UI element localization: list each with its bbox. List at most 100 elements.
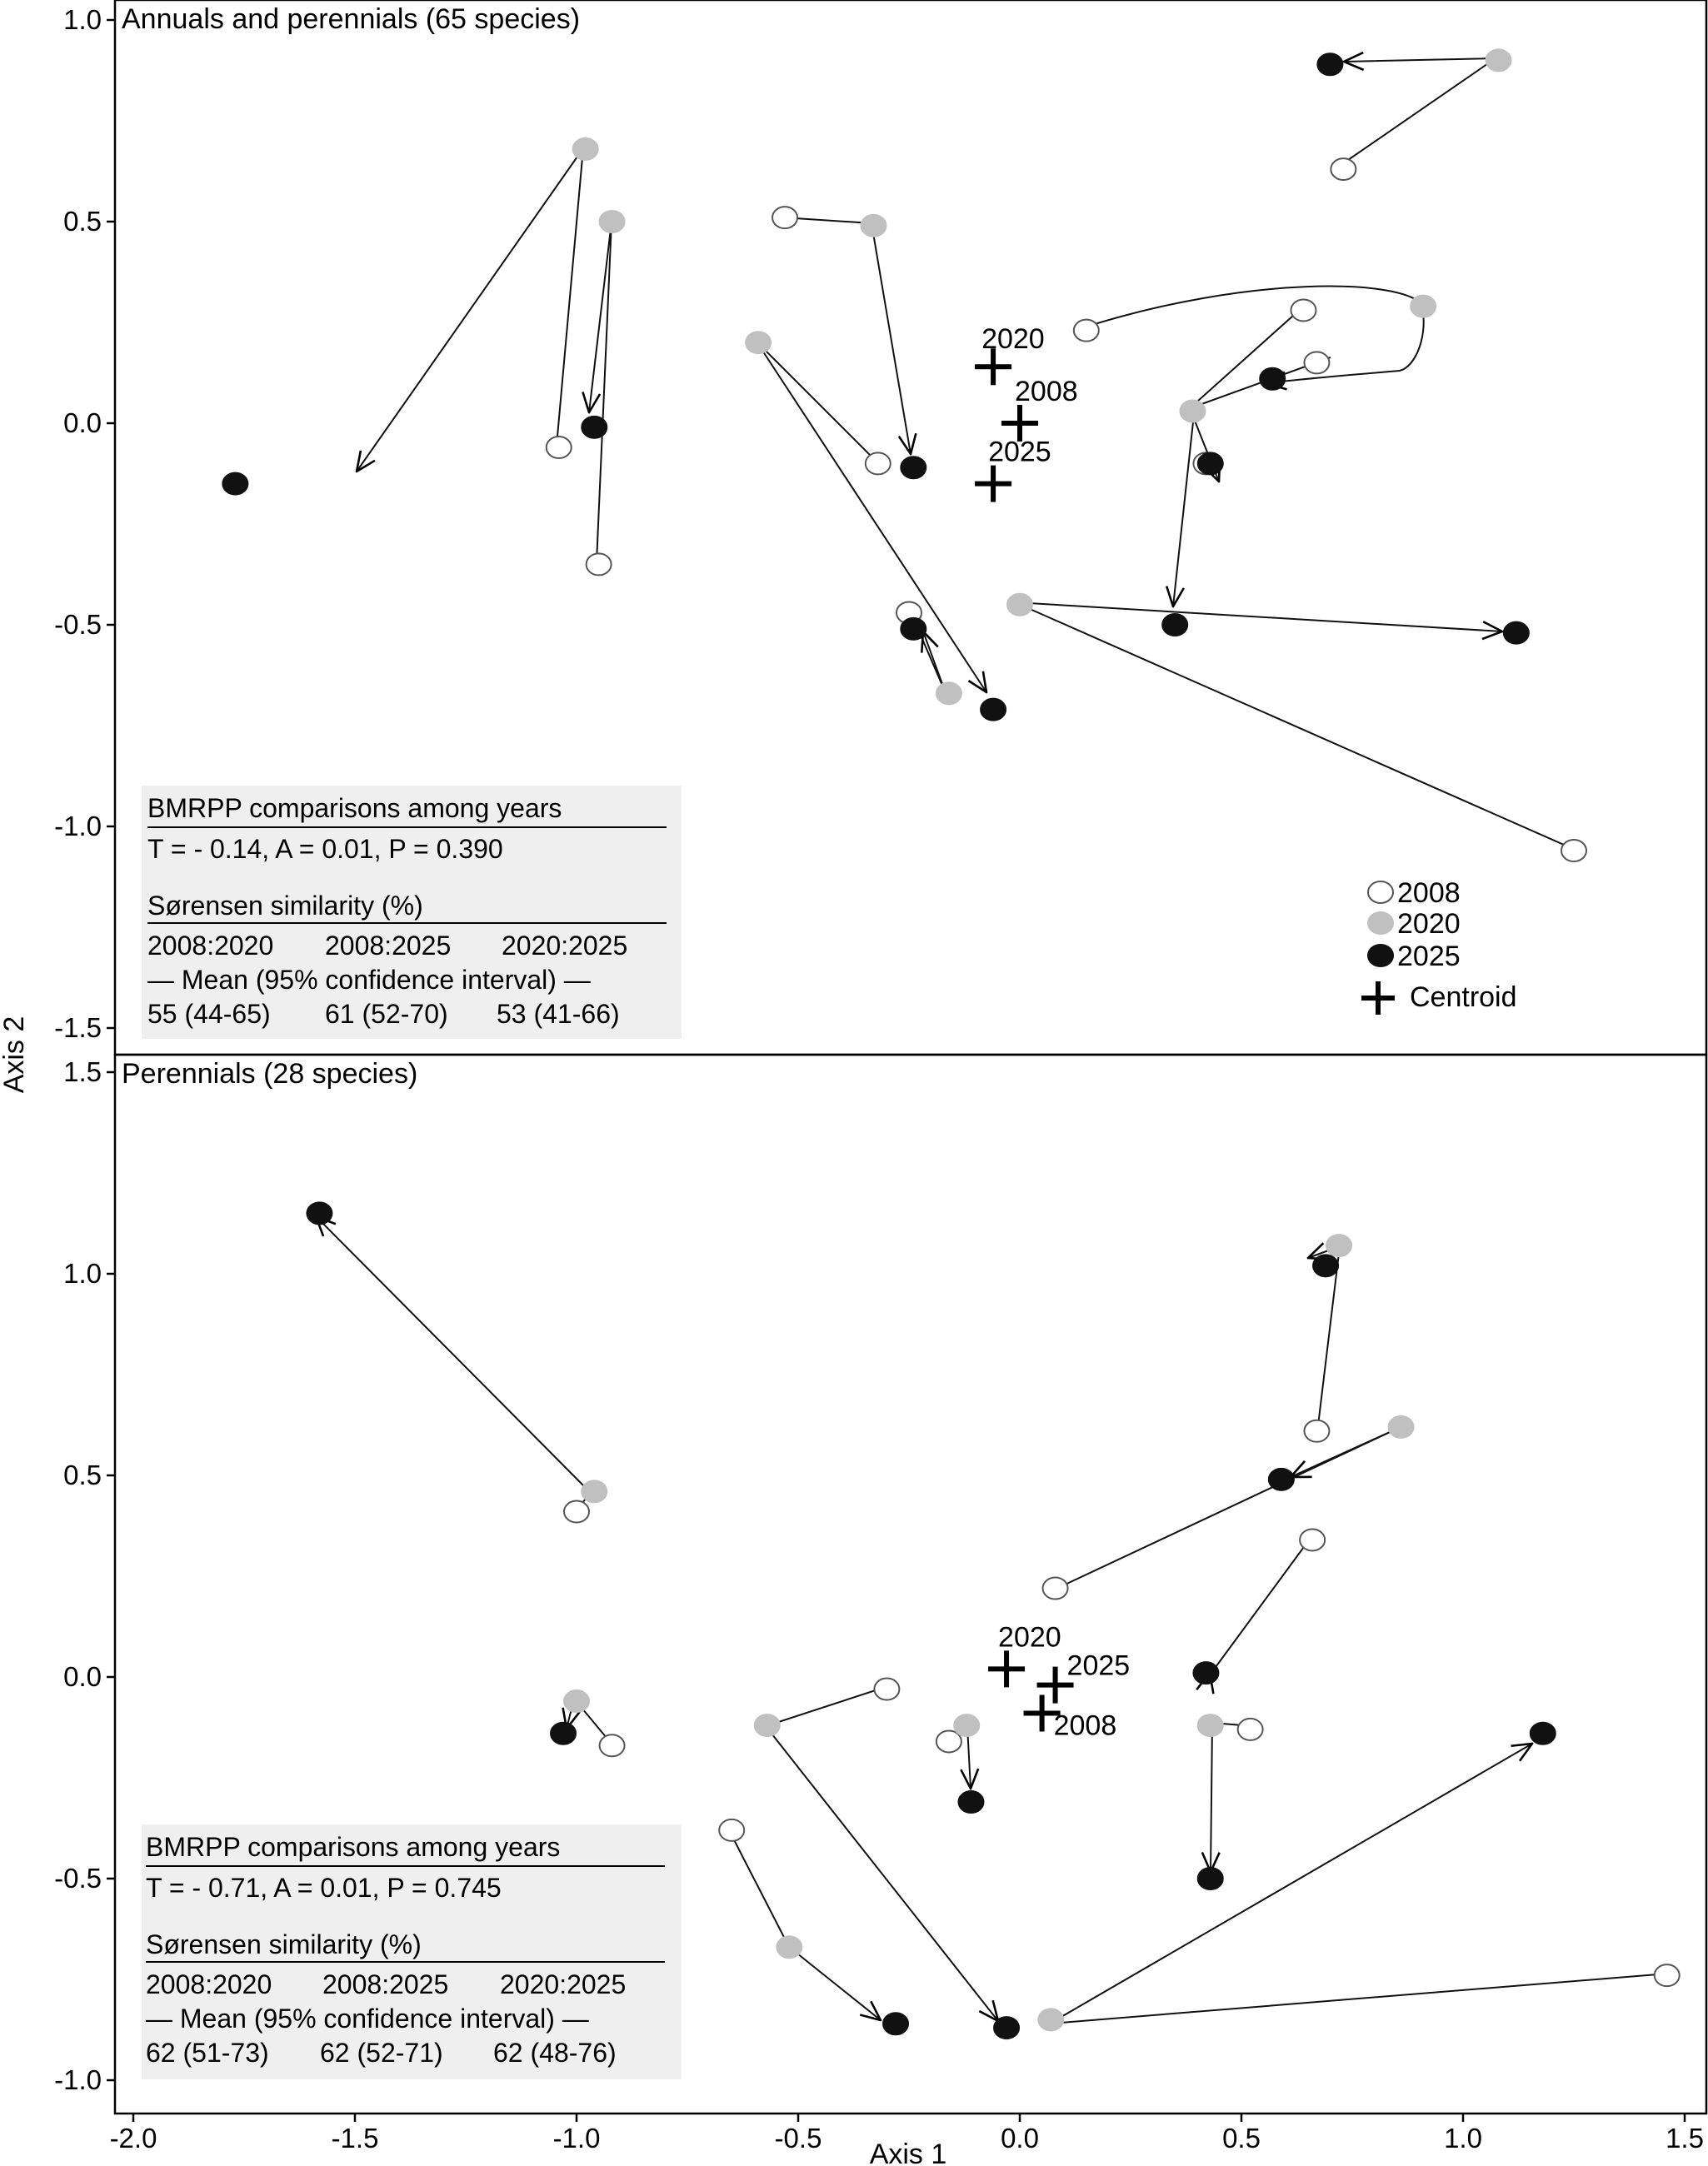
- stats-result: T = - 0.71, A = 0.01, P = 0.745: [146, 1873, 502, 1903]
- centroid-2008: [1001, 405, 1038, 442]
- point-2025: [1502, 621, 1530, 645]
- point-2008: [935, 1729, 962, 1754]
- centroid-label-2020: 2020: [981, 323, 1045, 355]
- trajectory: [316, 1216, 592, 1510]
- point-2008: [873, 1677, 901, 1701]
- point-2025: [957, 1790, 985, 1814]
- y-tick-label: 1.0: [63, 4, 102, 35]
- panel-perennials: Perennials (28 species) 1.5 1.0 0.5 0.0 -0.5…: [54, 1053, 1708, 2154]
- point-2025: [1259, 367, 1286, 391]
- point-2020: [563, 1689, 590, 1714]
- centroid-2008: [1023, 1694, 1061, 1732]
- mean-ci-label: — Mean (95% confidence interval) —: [147, 965, 591, 995]
- point-2025: [1192, 1661, 1220, 1685]
- x-tick-label: -1.5: [332, 2123, 379, 2154]
- legend-label-2025: 2025: [1397, 941, 1461, 972]
- y-tick-label: 1.0: [63, 1258, 102, 1289]
- y-tick-label: -0.5: [54, 609, 102, 640]
- point-2020: [1179, 399, 1206, 423]
- legend-marker-2008: [1367, 881, 1394, 904]
- trajectory: [357, 145, 585, 472]
- centroid-label-2020: 2020: [998, 1621, 1061, 1653]
- y-tick-label: 1.5: [63, 1056, 102, 1087]
- point-2020: [953, 1714, 981, 1738]
- panel-annuals-perennials: Annuals and perennials (65 species) 1.0 0…: [54, 0, 1708, 1056]
- centroid-label-2025: 2025: [988, 437, 1051, 468]
- legend-marker-2025: [1367, 944, 1394, 967]
- y-tick-label: -1.0: [54, 2064, 102, 2095]
- value-2020-2025: 53 (41-66): [497, 999, 620, 1029]
- point-2025: [1161, 613, 1189, 636]
- point-2025: [1316, 52, 1344, 77]
- column-2020-2025: 2020:2025: [502, 931, 627, 961]
- centroid-2020: [988, 1650, 1026, 1688]
- trajectory: [1209, 1537, 1311, 1676]
- point-2020: [1410, 294, 1437, 318]
- mean-ci-label: — Mean (95% confidence interval) —: [146, 2004, 589, 2034]
- point-2008: [1561, 839, 1587, 863]
- point-2025: [550, 1721, 577, 1745]
- point-2020: [1037, 2008, 1065, 2032]
- point-2025: [980, 697, 1007, 721]
- trajectories-top: [357, 58, 1572, 849]
- trajectory: [1211, 1721, 1253, 1872]
- trajectory: [764, 1686, 998, 2021]
- y-tick-label: 0.5: [63, 1460, 102, 1490]
- similarity-heading: Sørensen similarity (%): [146, 1929, 422, 1959]
- trajectory: [782, 217, 911, 454]
- y-tick-label: -1.5: [54, 1012, 102, 1043]
- point-2025: [882, 2012, 910, 2036]
- trajectory: [1336, 58, 1499, 168]
- point-2020: [753, 1714, 781, 1738]
- point-2008: [1330, 157, 1357, 182]
- point-2008: [718, 1818, 746, 1842]
- trajectory: [1049, 1744, 1669, 2024]
- point-2025: [222, 472, 249, 496]
- point-2025: [900, 456, 927, 480]
- point-2020: [860, 213, 887, 237]
- x-tick-label: -2.0: [110, 2123, 157, 2154]
- point-2025: [581, 415, 608, 439]
- point-2025: [1529, 1721, 1556, 1745]
- point-2025: [1267, 1467, 1295, 1491]
- stats-box-bottom: BMRPP comparisons among years T = - 0.71…: [142, 1824, 682, 2079]
- value-2008-2020: 62 (51-73): [146, 2038, 269, 2068]
- trajectory: [1173, 357, 1331, 606]
- trajectory: [756, 341, 986, 692]
- point-2020: [1196, 1714, 1224, 1738]
- centroid-label-2025: 2025: [1067, 1650, 1131, 1682]
- x-tick-label: 1.0: [1444, 2123, 1482, 2154]
- point-2008: [1303, 1419, 1331, 1443]
- column-2008-2020: 2008:2020: [146, 1969, 272, 1999]
- point-2008: [1303, 351, 1331, 375]
- point-2020: [581, 1480, 608, 1504]
- point-2008: [772, 206, 799, 230]
- centroid-2020: [975, 348, 1012, 386]
- point-2020: [598, 210, 626, 233]
- point-2020: [776, 1935, 803, 1959]
- x-tick-label: -1.0: [553, 2123, 601, 2154]
- points-top: [222, 48, 1587, 863]
- point-2025: [1196, 452, 1224, 476]
- legend-label-2020: 2020: [1397, 908, 1461, 940]
- centroid-label-2008: 2008: [1015, 376, 1078, 407]
- x-tick-label: 1.5: [1666, 2123, 1704, 2154]
- y-tick-label: -1.0: [54, 811, 102, 841]
- centroid-2025: [1036, 1666, 1074, 1704]
- y-ticks-bottom: 1.5 1.0 0.5 0.0 -0.5 -1.0: [54, 1056, 115, 2095]
- column-2008-2020: 2008:2020: [147, 931, 273, 961]
- column-2020-2025: 2020:2025: [500, 1969, 626, 1999]
- point-2008: [585, 552, 612, 576]
- y-tick-label: 0.0: [63, 407, 102, 438]
- trajectory: [589, 221, 612, 563]
- point-2008: [598, 1734, 626, 1758]
- y-tick-label: 0.5: [63, 206, 102, 237]
- point-2020: [572, 137, 599, 161]
- point-2008: [1653, 1964, 1681, 1988]
- panel-title-bottom: Perennials (28 species): [122, 1058, 417, 1090]
- column-2008-2025: 2008:2025: [322, 1969, 448, 1999]
- column-2008-2025: 2008:2025: [325, 931, 451, 961]
- legend-label-2008: 2008: [1397, 877, 1461, 909]
